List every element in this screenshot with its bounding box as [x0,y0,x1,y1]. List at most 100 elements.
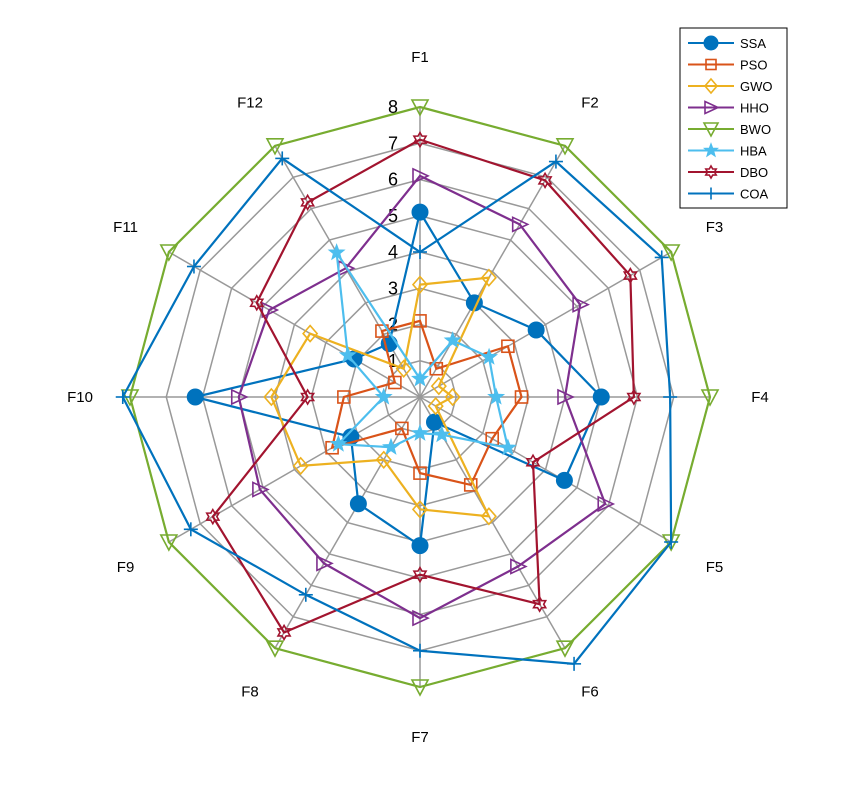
data-point [705,187,717,200]
ring-label: 5 [388,206,398,226]
data-point [702,142,720,158]
data-point [480,268,497,287]
legend-entry: DBO [688,164,768,180]
data-point [159,534,179,552]
axis-label: F10 [67,389,93,406]
legend-label: HHO [740,101,769,116]
data-point [429,361,444,376]
series-line [330,319,523,487]
data-point [410,99,430,117]
data-point [338,345,357,363]
data-point [537,171,553,189]
data-point [525,453,541,471]
axis-labels: F1 F2 F3 F4 F5 F6 F7 F8 F9 F10 F11 F12 [67,49,769,746]
data-point [276,623,292,642]
data-point [592,388,610,406]
data-point [205,508,221,526]
data-point [374,387,393,405]
ring-label: 7 [388,133,398,153]
data-point [661,244,681,262]
grid-spoke [419,145,566,398]
legend-entry: SSA [688,35,766,51]
data-point [704,100,720,115]
axis-label: F6 [581,683,599,700]
axis-label: F3 [706,219,724,236]
data-point [626,388,642,406]
data-point [265,138,285,156]
data-point [410,679,430,697]
series-dbo [205,131,642,642]
legend-label: BWO [740,122,771,137]
data-point [413,466,427,480]
axis-label: F12 [237,95,263,112]
data-point [265,640,285,658]
data-point [375,450,392,470]
data-point [498,438,517,456]
data-point [395,359,412,378]
data-point [411,423,429,441]
data-point [298,587,313,602]
ring-label: 1 [388,351,398,371]
series-hho [230,167,616,627]
data-point [514,390,529,404]
data-point [480,347,499,365]
legend-label: COA [740,187,769,202]
data-point [411,203,429,221]
legend-entry: COA [688,187,769,202]
legend-entry: GWO [688,77,773,95]
legend-entry: PSO [688,58,767,73]
data-point [159,244,179,262]
axis-label: F2 [581,95,599,112]
data-point [532,595,548,613]
data-series [115,99,720,697]
data-point [411,369,429,387]
data-point [413,643,427,658]
data-point [411,275,429,294]
ring-label: 3 [388,278,398,298]
data-point [704,164,718,180]
data-point [275,151,290,166]
data-point [555,640,575,658]
data-point [411,537,429,555]
data-point [548,154,563,169]
data-point [388,375,402,390]
data-point [300,388,316,406]
axis-label: F5 [706,559,724,576]
data-point [487,387,506,405]
data-point [480,507,497,526]
data-point [700,389,720,407]
grid-spoke [168,396,421,543]
data-point [115,390,130,404]
series-ssa [186,203,610,555]
data-point [412,609,430,627]
data-point [664,535,679,549]
data-point [567,656,582,671]
data-point [501,339,515,354]
data-point [572,296,590,313]
axis-label: F4 [751,389,769,406]
data-point [555,138,575,156]
ring-label: 4 [388,242,398,262]
data-point [443,331,462,349]
data-point [230,388,249,406]
series-line [128,105,712,689]
series-line [211,138,635,634]
data-point [622,266,638,285]
legend-label: GWO [740,79,773,94]
data-point [349,495,367,513]
legend-label: SSA [740,36,766,51]
grid-spoke [419,396,672,543]
legend-entry: BWO [688,122,771,138]
data-point [510,558,528,575]
series-line [270,276,491,518]
data-point [316,555,334,572]
data-point [263,387,280,407]
data-point [432,425,451,443]
legend-label: PSO [740,58,767,73]
data-point [300,193,316,211]
series-line [335,251,510,450]
data-point [597,495,616,513]
axis-label: F9 [117,559,135,576]
data-point [511,216,530,233]
